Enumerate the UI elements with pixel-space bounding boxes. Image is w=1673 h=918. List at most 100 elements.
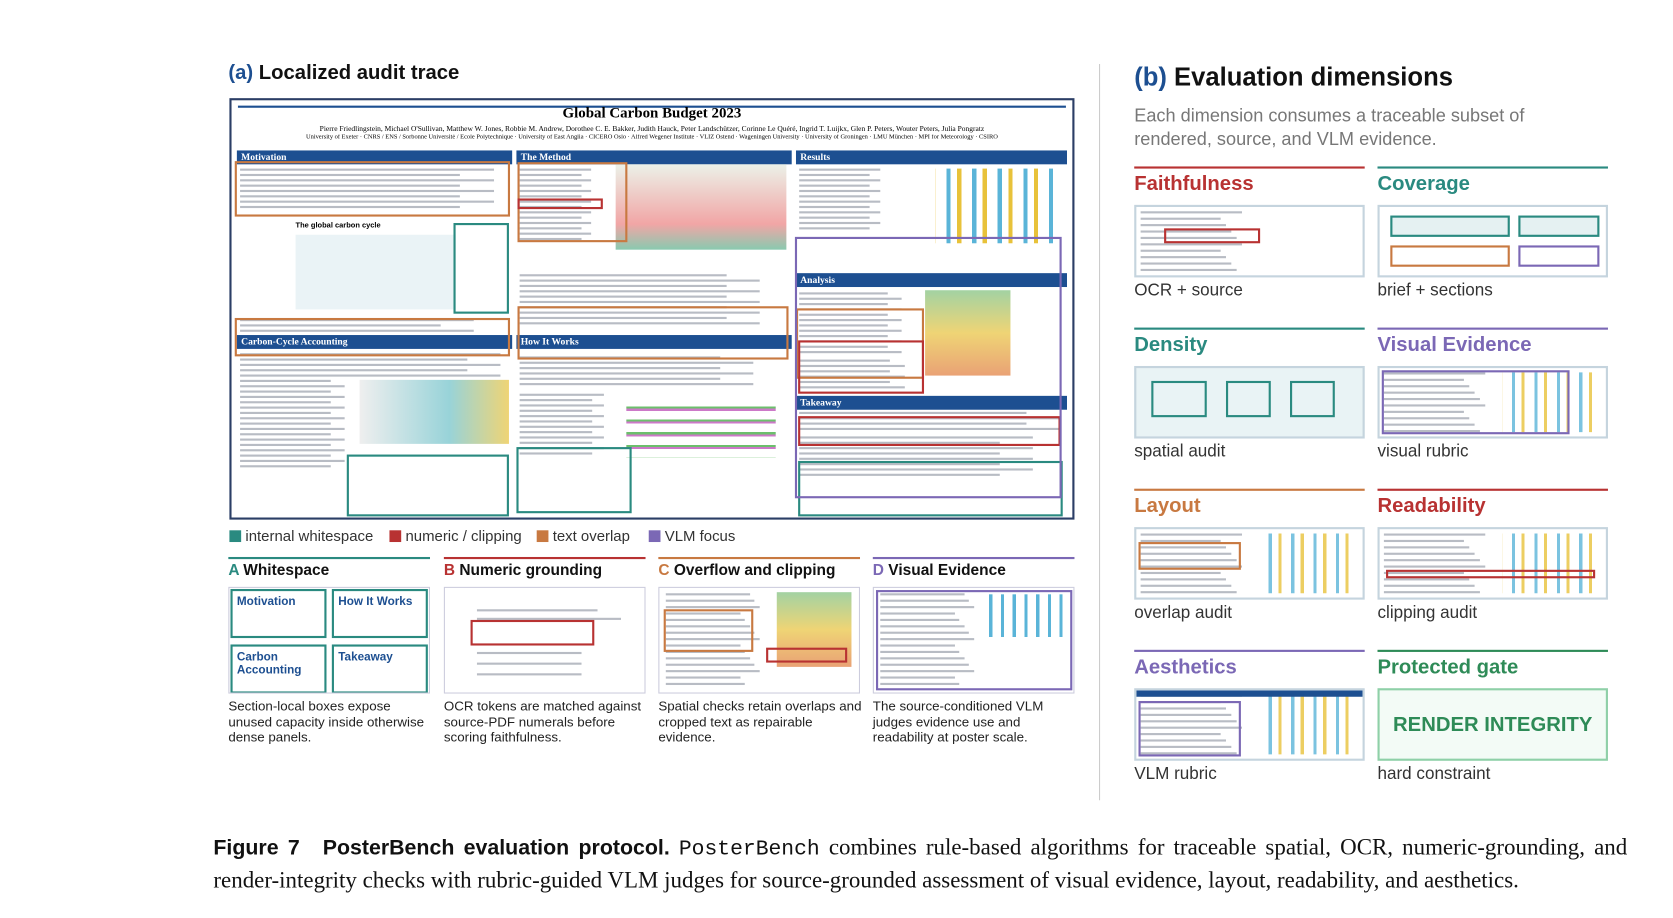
text-line <box>880 657 965 660</box>
subpanel-title: A Whitespace <box>228 562 329 579</box>
audit-box <box>470 619 595 646</box>
text-line <box>1383 397 1480 401</box>
panel-heading: (a) Localized audit trace <box>228 62 459 85</box>
dimension-rule <box>1377 649 1608 652</box>
audit-box <box>453 223 509 314</box>
text-line <box>519 200 591 203</box>
text-line <box>519 295 727 298</box>
text-line <box>880 618 960 621</box>
text-line <box>1383 584 1475 587</box>
dimension-thumb: RENDER INTEGRITY <box>1377 688 1608 761</box>
text-line <box>799 335 888 338</box>
legend-swatch <box>389 530 402 543</box>
dimension-thumb <box>1377 527 1608 600</box>
text-line <box>240 374 501 377</box>
text-line <box>240 449 345 452</box>
text-line <box>880 599 970 602</box>
audit-box <box>798 460 1063 517</box>
text-line <box>519 284 727 288</box>
text-line <box>476 673 581 676</box>
text-line <box>1140 262 1232 265</box>
text-line <box>799 324 888 327</box>
text-line <box>799 422 1026 425</box>
text-line <box>1140 578 1226 581</box>
text-line <box>799 168 881 171</box>
text-line <box>1140 584 1232 587</box>
text-line <box>1383 578 1470 581</box>
text-line <box>1140 230 1232 233</box>
chart-area <box>1259 533 1356 594</box>
text-line <box>665 670 760 673</box>
text-line <box>1140 533 1242 536</box>
text-line <box>665 599 755 602</box>
audit-box <box>1138 542 1241 570</box>
text-line <box>519 211 591 214</box>
audit-box <box>876 590 1073 691</box>
chart-area <box>626 399 776 458</box>
text-line <box>1140 217 1221 220</box>
text-line <box>519 383 754 386</box>
section-box <box>1390 245 1510 267</box>
text-line <box>476 651 581 655</box>
text-line <box>799 205 870 209</box>
audit-box <box>798 416 1061 447</box>
text-line <box>519 399 592 402</box>
text-line <box>240 401 331 404</box>
chart-area <box>615 164 787 250</box>
text-line <box>1383 571 1464 575</box>
text-line <box>519 311 760 314</box>
text-line <box>519 290 760 293</box>
subpanel-letter: C <box>658 562 670 580</box>
text-line <box>240 179 494 182</box>
text-line <box>665 682 746 686</box>
subpanel-letter: B <box>443 562 456 580</box>
text-line <box>799 468 1033 471</box>
text-line <box>1140 726 1242 729</box>
text-line <box>665 644 741 647</box>
text-line <box>880 682 960 686</box>
text-line <box>799 319 902 322</box>
text-line <box>1140 211 1242 214</box>
dimension-name: Visual Evidence <box>1377 333 1532 357</box>
audit-box <box>1381 370 1570 435</box>
caption-name: PosterBench <box>678 837 820 863</box>
text-line <box>519 221 591 225</box>
text-line <box>1140 256 1226 259</box>
text-line <box>240 454 331 457</box>
whitespace-box <box>1290 380 1335 418</box>
text-line <box>1140 546 1226 549</box>
audit-box <box>516 447 632 514</box>
text-line <box>799 200 881 203</box>
text-line <box>1140 552 1232 555</box>
dimension-note: visual rubric <box>1377 442 1469 461</box>
text-line <box>799 452 1000 455</box>
text-line <box>240 319 474 322</box>
text-line <box>519 377 720 380</box>
text-line <box>1383 591 1480 594</box>
panel-title: Localized audit trace <box>258 61 460 85</box>
text-line <box>476 662 581 665</box>
text-line <box>665 593 750 596</box>
subpanel-thumb <box>872 586 1075 694</box>
text-line <box>519 367 720 370</box>
text-line <box>665 612 741 615</box>
text-line <box>799 370 891 373</box>
section-header: Results <box>795 150 1067 165</box>
panel-label: (b) <box>1134 62 1167 92</box>
text-line <box>799 313 888 316</box>
text-line <box>799 303 888 306</box>
text-line <box>519 409 592 412</box>
section-box <box>1518 245 1600 267</box>
text-line <box>1140 249 1221 252</box>
subpanel-name: Numeric grounding <box>459 562 603 580</box>
legend-swatch <box>648 530 661 543</box>
legend-swatch <box>229 530 242 543</box>
text-line <box>519 300 760 304</box>
text-line <box>799 463 1000 466</box>
audit-box <box>234 161 511 217</box>
subpanel-name: Overflow and clipping <box>673 562 836 580</box>
text-line <box>240 184 461 187</box>
dimension-note: OCR + source <box>1134 281 1243 300</box>
section-box <box>1390 215 1510 237</box>
text-line <box>519 322 760 325</box>
